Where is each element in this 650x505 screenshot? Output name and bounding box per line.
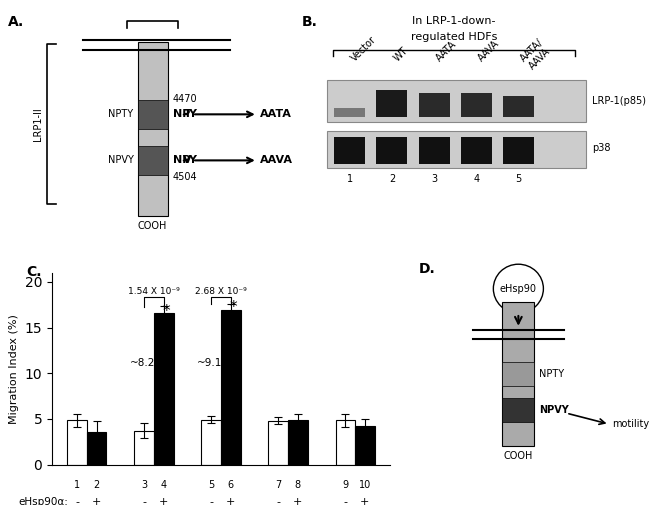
Text: C.: C.	[26, 265, 42, 279]
Text: 4: 4	[473, 174, 480, 184]
Bar	[334, 137, 365, 164]
Text: regulated HDFs: regulated HDFs	[411, 32, 497, 42]
Bar	[138, 41, 168, 216]
Bar	[327, 80, 586, 122]
Text: Y: Y	[188, 109, 196, 119]
Bar	[419, 137, 450, 164]
Text: -: -	[142, 497, 146, 505]
Bar	[154, 313, 174, 465]
Text: 8: 8	[294, 480, 301, 490]
Bar	[419, 92, 450, 117]
Text: 4470: 4470	[173, 93, 198, 104]
Text: 5: 5	[208, 480, 214, 490]
Text: 3: 3	[431, 174, 437, 184]
Text: +: +	[293, 497, 302, 505]
Text: 4504: 4504	[173, 172, 198, 182]
Text: +: +	[92, 497, 101, 505]
Text: 7: 7	[275, 480, 281, 490]
Bar	[376, 90, 408, 117]
Text: 3: 3	[141, 480, 148, 490]
Bar	[268, 421, 288, 465]
Bar	[288, 420, 307, 465]
Text: +: +	[226, 497, 235, 505]
Text: 6: 6	[227, 480, 234, 490]
Text: 5: 5	[515, 174, 522, 184]
Text: NPTY: NPTY	[539, 369, 564, 379]
Text: LRP-1(p85): LRP-1(p85)	[592, 96, 646, 106]
Bar	[334, 108, 365, 117]
Bar	[376, 137, 408, 164]
Text: p38: p38	[592, 143, 610, 154]
Text: +: +	[360, 497, 370, 505]
Text: COOH: COOH	[138, 221, 167, 231]
Bar	[355, 426, 374, 465]
Text: AATA: AATA	[261, 109, 292, 119]
Bar	[502, 397, 534, 422]
Bar	[327, 131, 586, 168]
Bar	[138, 146, 168, 175]
Bar	[503, 96, 534, 117]
Text: B.: B.	[302, 15, 318, 29]
Bar	[335, 420, 355, 465]
Text: NPTY: NPTY	[109, 109, 133, 119]
Text: Y: Y	[188, 156, 196, 166]
Text: ~9.18%: ~9.18%	[197, 358, 239, 368]
Text: -: -	[75, 497, 79, 505]
Text: D.: D.	[419, 262, 435, 276]
Text: 9: 9	[343, 480, 348, 490]
Text: A.: A.	[8, 15, 24, 29]
Text: NP: NP	[173, 156, 190, 166]
Bar	[502, 302, 534, 446]
Text: eHsp90α:: eHsp90α:	[18, 497, 68, 505]
Text: NP: NP	[173, 109, 190, 119]
Bar	[461, 92, 492, 117]
Text: -: -	[343, 497, 347, 505]
Text: AATA: AATA	[434, 39, 459, 63]
Text: Vector: Vector	[350, 34, 379, 63]
Text: -: -	[276, 497, 280, 505]
Text: 4: 4	[161, 480, 167, 490]
Bar	[202, 420, 221, 465]
Text: 2: 2	[94, 480, 100, 490]
Y-axis label: Migration Index (%): Migration Index (%)	[9, 314, 19, 424]
Text: AATA/
AAVA: AATA/ AAVA	[519, 36, 554, 71]
Text: motility: motility	[612, 419, 649, 429]
Bar	[503, 137, 534, 164]
Text: V: V	[183, 156, 192, 166]
Text: +: +	[159, 497, 168, 505]
Text: COOH: COOH	[504, 451, 533, 461]
Text: 2: 2	[389, 174, 395, 184]
Text: -: -	[209, 497, 213, 505]
Text: T: T	[183, 109, 191, 119]
Text: eHsp90: eHsp90	[500, 284, 537, 294]
Text: WT: WT	[392, 45, 410, 63]
Text: *: *	[162, 304, 170, 319]
Bar	[68, 420, 87, 465]
Text: AAVA: AAVA	[261, 156, 293, 166]
Text: *: *	[229, 300, 237, 315]
Text: NPVY: NPVY	[107, 156, 133, 166]
Bar	[138, 100, 168, 129]
Bar	[135, 431, 154, 465]
Text: 1: 1	[74, 480, 80, 490]
Bar	[502, 362, 534, 386]
Bar	[221, 310, 240, 465]
Text: In LRP-1-down-: In LRP-1-down-	[412, 16, 496, 26]
Bar	[87, 432, 107, 465]
Text: 2.68 X 10⁻⁹: 2.68 X 10⁻⁹	[195, 287, 247, 296]
Text: 10: 10	[359, 480, 371, 490]
Text: AAVA: AAVA	[476, 38, 502, 63]
Text: 1.54 X 10⁻⁹: 1.54 X 10⁻⁹	[128, 287, 180, 296]
Text: LRP1-II: LRP1-II	[33, 107, 44, 141]
Text: NPVY: NPVY	[539, 405, 569, 415]
Bar	[461, 137, 492, 164]
Text: ~8.25%: ~8.25%	[130, 358, 172, 368]
Text: 1: 1	[346, 174, 353, 184]
